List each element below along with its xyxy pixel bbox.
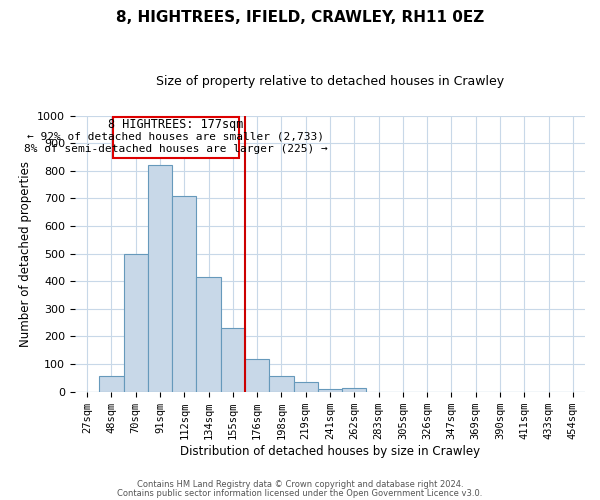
Title: Size of property relative to detached houses in Crawley: Size of property relative to detached ho… (156, 75, 504, 88)
Bar (172, 196, 196, 392)
X-axis label: Distribution of detached houses by size in Crawley: Distribution of detached houses by size … (180, 444, 480, 458)
Bar (148, 166, 172, 392)
Text: Contains public sector information licensed under the Open Government Licence v3: Contains public sector information licen… (118, 489, 482, 498)
Bar (221, 328, 245, 392)
Bar (196, 277, 221, 392)
Bar (318, 389, 342, 392)
Bar (342, 388, 367, 392)
FancyBboxPatch shape (113, 117, 239, 158)
Bar (99, 376, 124, 392)
Bar (269, 376, 293, 392)
Bar (245, 359, 269, 392)
Bar (124, 254, 148, 392)
Text: ← 92% of detached houses are smaller (2,733): ← 92% of detached houses are smaller (2,… (27, 132, 324, 141)
Text: 8% of semi-detached houses are larger (225) →: 8% of semi-detached houses are larger (2… (24, 144, 328, 154)
Text: Contains HM Land Registry data © Crown copyright and database right 2024.: Contains HM Land Registry data © Crown c… (137, 480, 463, 489)
Text: 8, HIGHTREES, IFIELD, CRAWLEY, RH11 0EZ: 8, HIGHTREES, IFIELD, CRAWLEY, RH11 0EZ (116, 10, 484, 25)
Text: 8 HIGHTREES: 177sqm: 8 HIGHTREES: 177sqm (108, 118, 244, 131)
Y-axis label: Number of detached properties: Number of detached properties (19, 160, 32, 346)
Bar (293, 382, 318, 392)
